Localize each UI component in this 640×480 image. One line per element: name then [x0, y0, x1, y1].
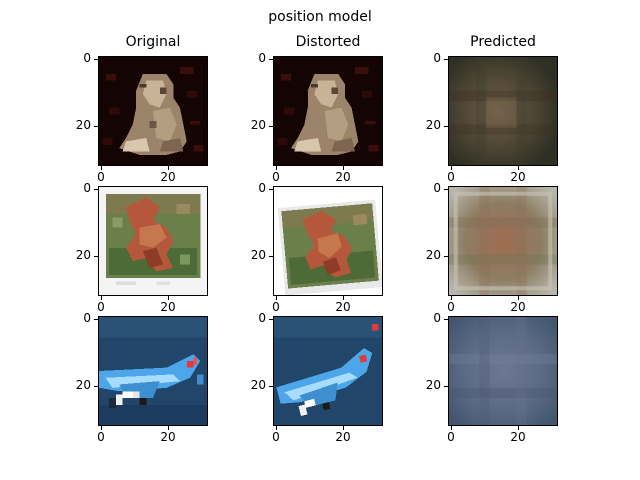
x-tick-label: 0: [272, 170, 280, 184]
y-tick-label: 0: [83, 51, 91, 65]
x-tick-mark: [518, 296, 519, 300]
y-tick-label: 20: [75, 378, 91, 392]
y-tick-label: 0: [433, 181, 441, 195]
x-tick-mark: [168, 296, 169, 300]
x-tick-label: 0: [272, 300, 280, 314]
x-tick-mark: [168, 426, 169, 430]
frog-predicted-image: [448, 56, 558, 166]
y-tick-label: 20: [250, 248, 266, 262]
y-tick-label: 0: [433, 51, 441, 65]
y-tick-label: 0: [258, 311, 266, 325]
x-tick-label: 20: [510, 170, 526, 184]
y-tick-label: 0: [433, 311, 441, 325]
y-tick-mark: [444, 59, 448, 60]
y-tick-mark: [94, 319, 98, 320]
x-tick-label: 20: [335, 300, 351, 314]
y-tick-mark: [444, 256, 448, 257]
y-tick-label: 0: [83, 311, 91, 325]
x-tick-mark: [276, 296, 277, 300]
y-tick-label: 20: [75, 248, 91, 262]
x-tick-mark: [451, 426, 452, 430]
airplane-original-image: [98, 316, 208, 426]
x-tick-mark: [101, 296, 102, 300]
deer-predicted-image: [448, 186, 558, 296]
x-tick-label: 20: [335, 430, 351, 444]
x-tick-label: 20: [510, 430, 526, 444]
y-tick-mark: [444, 386, 448, 387]
y-tick-mark: [94, 189, 98, 190]
x-tick-mark: [168, 166, 169, 170]
x-tick-label: 20: [160, 300, 176, 314]
figure-suptitle: position model: [268, 9, 372, 25]
deer-distorted-image: [273, 186, 383, 296]
y-tick-mark: [269, 59, 273, 60]
x-tick-mark: [518, 426, 519, 430]
x-tick-label: 0: [447, 170, 455, 184]
y-tick-label: 0: [258, 181, 266, 195]
y-tick-label: 20: [250, 378, 266, 392]
y-tick-label: 20: [425, 378, 441, 392]
column-title-distorted: Distorted: [295, 34, 361, 50]
x-tick-label: 0: [97, 430, 105, 444]
y-tick-mark: [444, 319, 448, 320]
y-tick-mark: [94, 126, 98, 127]
x-tick-label: 0: [272, 430, 280, 444]
x-tick-mark: [451, 166, 452, 170]
x-tick-mark: [343, 426, 344, 430]
x-tick-label: 20: [335, 170, 351, 184]
y-tick-mark: [269, 126, 273, 127]
y-tick-mark: [444, 126, 448, 127]
y-tick-label: 20: [425, 248, 441, 262]
x-tick-mark: [276, 166, 277, 170]
frog-original-image: [98, 56, 208, 166]
x-tick-mark: [451, 296, 452, 300]
y-tick-mark: [94, 386, 98, 387]
y-tick-mark: [269, 386, 273, 387]
column-title-predicted: Predicted: [470, 34, 536, 50]
x-tick-label: 20: [160, 430, 176, 444]
x-tick-label: 0: [447, 430, 455, 444]
x-tick-mark: [343, 296, 344, 300]
y-tick-mark: [94, 256, 98, 257]
y-tick-label: 20: [75, 118, 91, 132]
x-tick-label: 0: [97, 300, 105, 314]
deer-original-image: [98, 186, 208, 296]
y-tick-mark: [269, 319, 273, 320]
x-tick-mark: [276, 426, 277, 430]
y-tick-label: 20: [250, 118, 266, 132]
y-tick-mark: [94, 59, 98, 60]
y-tick-label: 0: [83, 181, 91, 195]
x-tick-label: 0: [97, 170, 105, 184]
y-tick-label: 0: [258, 51, 266, 65]
y-tick-mark: [444, 189, 448, 190]
x-tick-mark: [343, 166, 344, 170]
column-title-original: Original: [125, 34, 181, 50]
x-tick-mark: [101, 426, 102, 430]
x-tick-label: 20: [510, 300, 526, 314]
x-tick-label: 0: [447, 300, 455, 314]
y-tick-label: 20: [425, 118, 441, 132]
x-tick-mark: [101, 166, 102, 170]
y-tick-mark: [269, 189, 273, 190]
x-tick-label: 20: [160, 170, 176, 184]
airplane-distorted-image: [273, 316, 383, 426]
airplane-predicted-image: [448, 316, 558, 426]
frog-distorted-image: [273, 56, 383, 166]
y-tick-mark: [269, 256, 273, 257]
x-tick-mark: [518, 166, 519, 170]
